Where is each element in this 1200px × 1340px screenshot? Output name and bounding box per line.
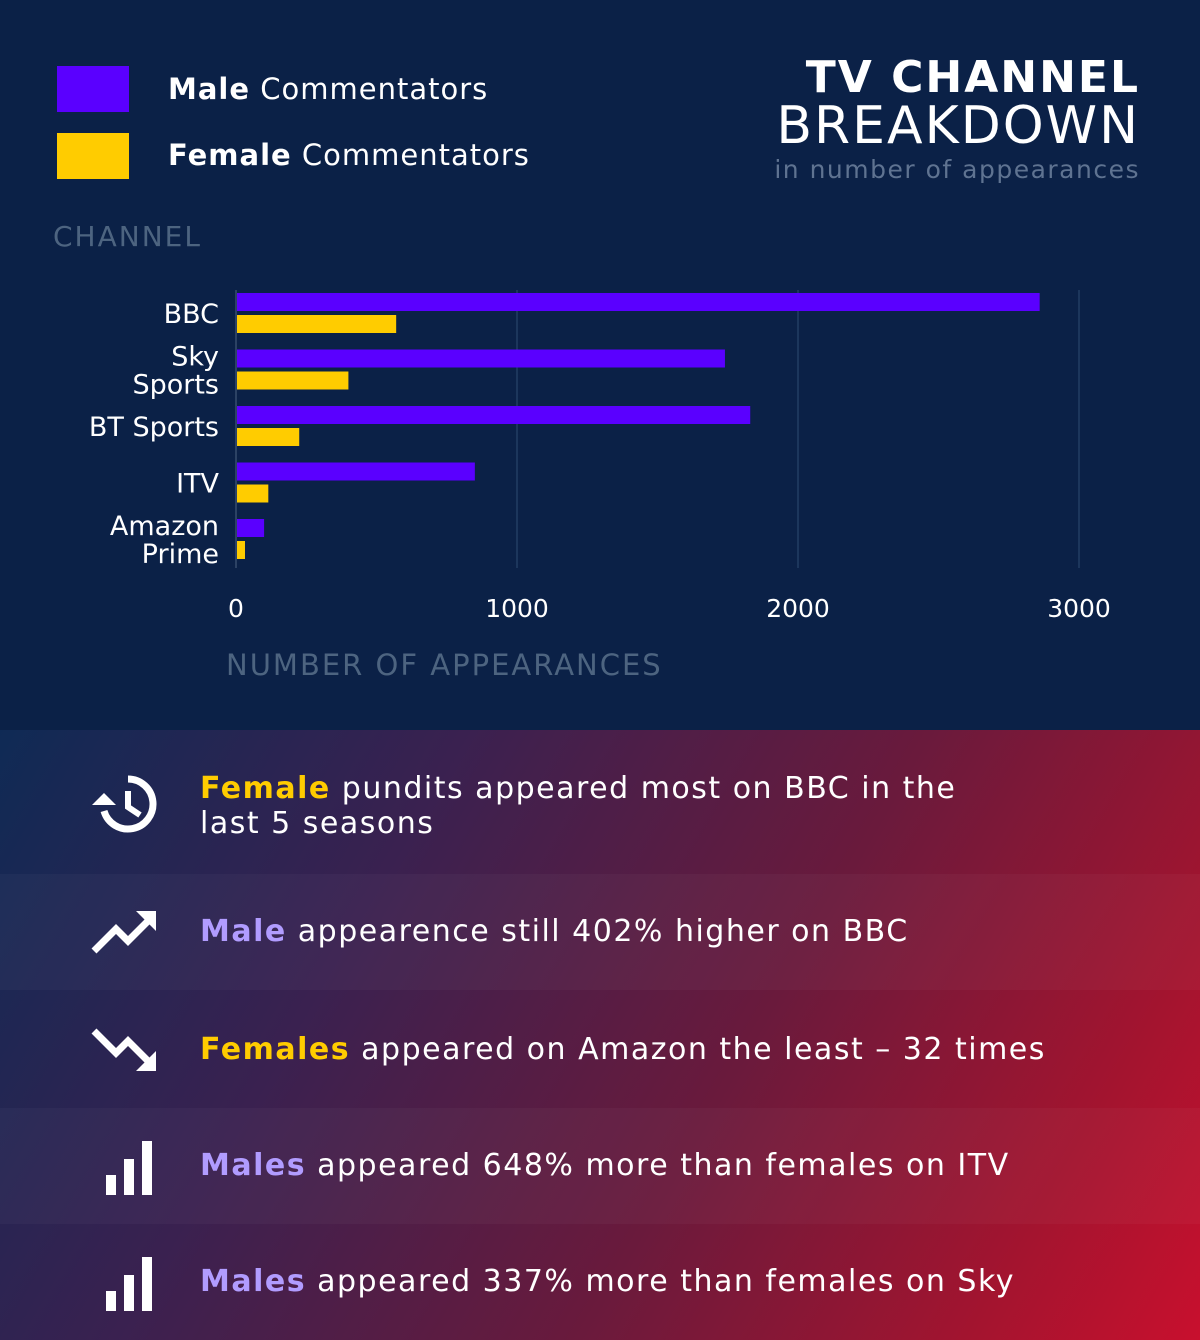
legend-female-rest: Commentators: [291, 138, 530, 172]
bar-female: [237, 371, 349, 390]
bar-chart-icon: [88, 1245, 162, 1319]
fact-row: Female pundits appeared most on BBC in t…: [0, 730, 1200, 874]
bar-female: [237, 315, 397, 333]
fact-row: Females appeared on Amazon the least – 3…: [0, 992, 1200, 1108]
trending-up-icon: [88, 895, 162, 969]
fact-row: Males appeared 648% more than females on…: [0, 1108, 1200, 1224]
fact-text: Males appeared 337% more than females on…: [200, 1264, 1015, 1299]
fact-body-line2: last 5 seasons: [200, 806, 435, 841]
fact-text: Male appearence still 402% higher on BBC: [200, 914, 909, 949]
legend-swatch-female: [57, 133, 129, 179]
fact-row: Male appearence still 402% higher on BBC: [0, 874, 1200, 990]
bar-male: [237, 406, 751, 424]
x-axis-title: NUMBER OF APPEARANCES: [226, 648, 663, 682]
bar-chart-icon: [88, 1129, 162, 1203]
chart-title-line2: BREAKDOWN: [776, 96, 1140, 156]
bar-male: [237, 462, 475, 481]
fact-text: Female pundits appeared most on BBC in t…: [200, 771, 956, 841]
legend-male-bold: Male: [168, 72, 251, 106]
chart-panel: Male Commentators Female Commentators TV…: [53, 52, 1140, 682]
y-axis-title: CHANNEL: [53, 220, 202, 253]
category-label: Sports: [132, 370, 219, 401]
category-label: Prime: [142, 539, 219, 570]
chart-title-line1: TV CHANNEL: [805, 52, 1140, 103]
category-label: ITV: [176, 469, 219, 500]
legend-swatch-male: [57, 66, 129, 112]
category-label: BBC: [164, 299, 219, 330]
category-label: Sky: [171, 342, 219, 373]
chart-subtitle: in number of appearances: [774, 155, 1140, 184]
legend-female-bold: Female: [168, 138, 292, 172]
fact-text: Females appeared on Amazon the least – 3…: [200, 1032, 1046, 1067]
bar-male: [237, 293, 1040, 311]
fact-body: appeared on Amazon the least – 32 times: [350, 1032, 1046, 1067]
bar-female: [237, 541, 245, 559]
category-label: Amazon: [110, 511, 219, 542]
fact-text: Males appeared 648% more than females on…: [200, 1148, 1010, 1183]
bar-female: [237, 484, 269, 503]
fact-body: appearence still 402% higher on BBC: [286, 914, 909, 949]
fact-highlight: Females: [200, 1032, 351, 1067]
fact-highlight: Male: [200, 914, 287, 949]
x-tick-label: 3000: [1047, 594, 1111, 623]
x-tick-label: 2000: [766, 594, 830, 623]
legend-label-female: Female Commentators: [168, 138, 530, 172]
fact-body: pundits appeared most on BBC in the: [330, 771, 957, 806]
legend-male-rest: Commentators: [250, 72, 489, 106]
fact-highlight: Males: [200, 1148, 307, 1183]
x-tick-label: 1000: [485, 594, 549, 623]
bar-male: [237, 349, 725, 368]
fact-highlight: Female: [200, 771, 331, 806]
fact-body: appeared 337% more than females on Sky: [306, 1264, 1015, 1299]
fact-body: appeared 648% more than females on ITV: [306, 1148, 1010, 1183]
trending-down-icon: [88, 1013, 162, 1087]
legend-label-male: Male Commentators: [168, 72, 488, 106]
bar-female: [237, 428, 300, 446]
fact-row: Males appeared 337% more than females on…: [0, 1224, 1200, 1340]
facts-panel: Female pundits appeared most on BBC in t…: [0, 730, 1200, 1340]
fact-highlight: Males: [200, 1264, 307, 1299]
x-tick-label: 0: [228, 594, 244, 623]
bar-male: [237, 519, 265, 537]
category-label: BT Sports: [89, 412, 219, 443]
history-icon: [88, 767, 162, 841]
